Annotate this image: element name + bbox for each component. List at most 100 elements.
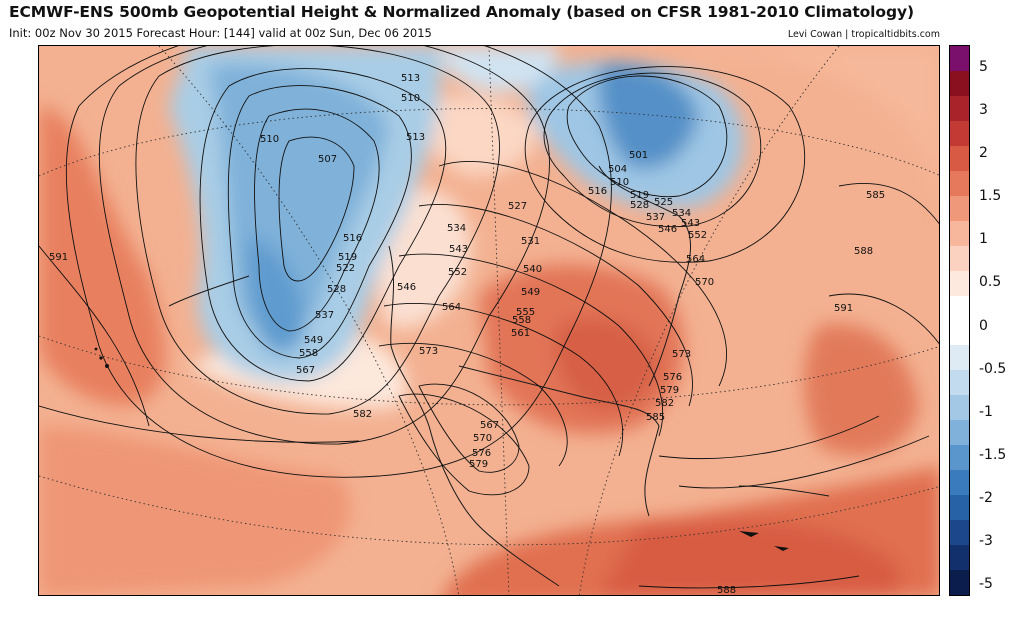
contour-label: 549: [521, 287, 540, 298]
contour-label: 585: [646, 412, 665, 423]
contour-label: 510: [401, 93, 420, 104]
contour-label: 531: [521, 236, 540, 247]
contour-label: 537: [646, 212, 665, 223]
contour-label: 549: [304, 335, 323, 346]
contour-label: 537: [315, 310, 334, 321]
colorbar-segment: [950, 370, 969, 396]
contour-label: 579: [469, 459, 488, 470]
contour-label: 507: [318, 154, 337, 165]
anomaly-colorbar: [949, 45, 970, 596]
colorbar-segment: [950, 270, 969, 297]
colorbar-segment: [950, 470, 969, 496]
contour-label: 582: [353, 409, 372, 420]
contour-label: 576: [663, 372, 682, 383]
contour-label: 564: [686, 254, 705, 265]
contour-label: 513: [406, 132, 425, 143]
contour-label: 573: [419, 346, 438, 357]
colorbar-segment: [950, 545, 969, 571]
contour-label: 591: [834, 303, 853, 314]
colorbar-segment: [950, 195, 969, 222]
colorbar-segment: [950, 46, 969, 72]
contour-label: 570: [695, 277, 714, 288]
contour-label: 570: [473, 433, 492, 444]
colorbar-segment: [950, 245, 969, 272]
anomaly-map: 513 510 513 510 507 516 519 522 528 537 …: [38, 45, 940, 596]
colorbar-tick-label: 0: [979, 317, 988, 334]
contour-labels: 513 510 513 510 507 516 519 522 528 537 …: [49, 73, 885, 596]
forecast-info: Init: 00z Nov 30 2015 Forecast Hour: [14…: [9, 26, 432, 40]
colorbar-tick-label: -3: [979, 532, 993, 549]
contour-label: 510: [260, 134, 279, 145]
contour-label: 579: [660, 385, 679, 396]
height-contours: [39, 46, 939, 589]
colorbar-segment: [950, 420, 969, 446]
contour-label: 567: [480, 420, 499, 431]
contour-label: 543: [681, 218, 700, 229]
contour-label: 501: [629, 150, 648, 161]
contour-label: 582: [655, 398, 674, 409]
chart-title: ECMWF-ENS 500mb Geopotential Height & No…: [9, 3, 914, 21]
contour-label: 552: [688, 230, 707, 241]
colorbar-segment: [950, 395, 969, 421]
colorbar-tick-label: 1.5: [979, 188, 1002, 205]
colorbar-segment: [950, 445, 969, 471]
contour-label: 561: [511, 328, 530, 339]
colorbar-segment: [950, 570, 969, 596]
contour-label: 588: [854, 246, 873, 257]
anomaly-shading: [39, 46, 939, 595]
colorbar-segment: [950, 295, 969, 321]
colorbar-tick-label: 2: [979, 145, 988, 162]
colorbar-tick-label: 0.5: [979, 274, 1002, 291]
colorbar-segment: [950, 320, 969, 346]
contour-label: 588: [717, 585, 736, 596]
colorbar-tick-label: -1: [979, 403, 993, 420]
credit-text: Levi Cowan | tropicaltidbits.com: [787, 29, 940, 40]
contour-label: 558: [512, 315, 531, 326]
contour-label: 527: [508, 201, 527, 212]
contour-label: 534: [447, 223, 466, 234]
contour-label: 519: [338, 252, 357, 263]
contour-label: 558: [299, 348, 318, 359]
colorbar-segment: [950, 345, 969, 371]
colorbar-tick-label: -2: [979, 489, 993, 506]
contour-label: 546: [658, 224, 677, 235]
contour-label: 546: [397, 282, 416, 293]
colorbar-tick-label: -1.5: [979, 446, 1007, 463]
colorbar-tick-label: 3: [979, 102, 988, 119]
contour-label: 510: [610, 177, 629, 188]
colorbar-tick-label: -5: [979, 576, 993, 592]
map-canvas: 513 510 513 510 507 516 519 522 528 537 …: [39, 46, 939, 596]
colorbar-segment: [950, 520, 969, 546]
colorbar-segment: [950, 120, 969, 147]
contour-label: 585: [866, 190, 885, 201]
contour-label: 555: [516, 307, 535, 318]
contour-label: 564: [442, 302, 461, 313]
colorbar-segment: [950, 220, 969, 247]
colorbar-segment: [950, 70, 969, 97]
contour-label: 540: [523, 264, 542, 275]
graticule: [39, 46, 939, 595]
colorbar-segment: [950, 170, 969, 197]
contour-label: 516: [343, 233, 362, 244]
contour-label: 504: [608, 164, 627, 175]
colorbar-segment: [950, 145, 969, 172]
contour-label: 573: [672, 349, 691, 360]
colorbar-segment: [950, 495, 969, 521]
contour-label: 525: [654, 197, 673, 208]
contour-label: 528: [630, 200, 649, 211]
contour-label: 516: [588, 186, 607, 197]
contour-label: 534: [672, 208, 691, 219]
colorbar-segment: [950, 95, 969, 122]
contour-label: 528: [327, 284, 346, 295]
contour-label: 519: [630, 190, 649, 201]
contour-label: 513: [401, 73, 420, 84]
colorbar-tick-label: 1: [979, 231, 988, 248]
colorbar-tick-label: 5: [979, 59, 988, 75]
contour-label: 543: [449, 244, 468, 255]
colorbar-tick-label: -0.5: [979, 360, 1007, 377]
islands: [94, 347, 789, 551]
contour-label: 576: [472, 448, 491, 459]
contour-label: 552: [448, 267, 467, 278]
contour-label: 522: [336, 263, 355, 274]
contour-label: 591: [49, 252, 68, 263]
